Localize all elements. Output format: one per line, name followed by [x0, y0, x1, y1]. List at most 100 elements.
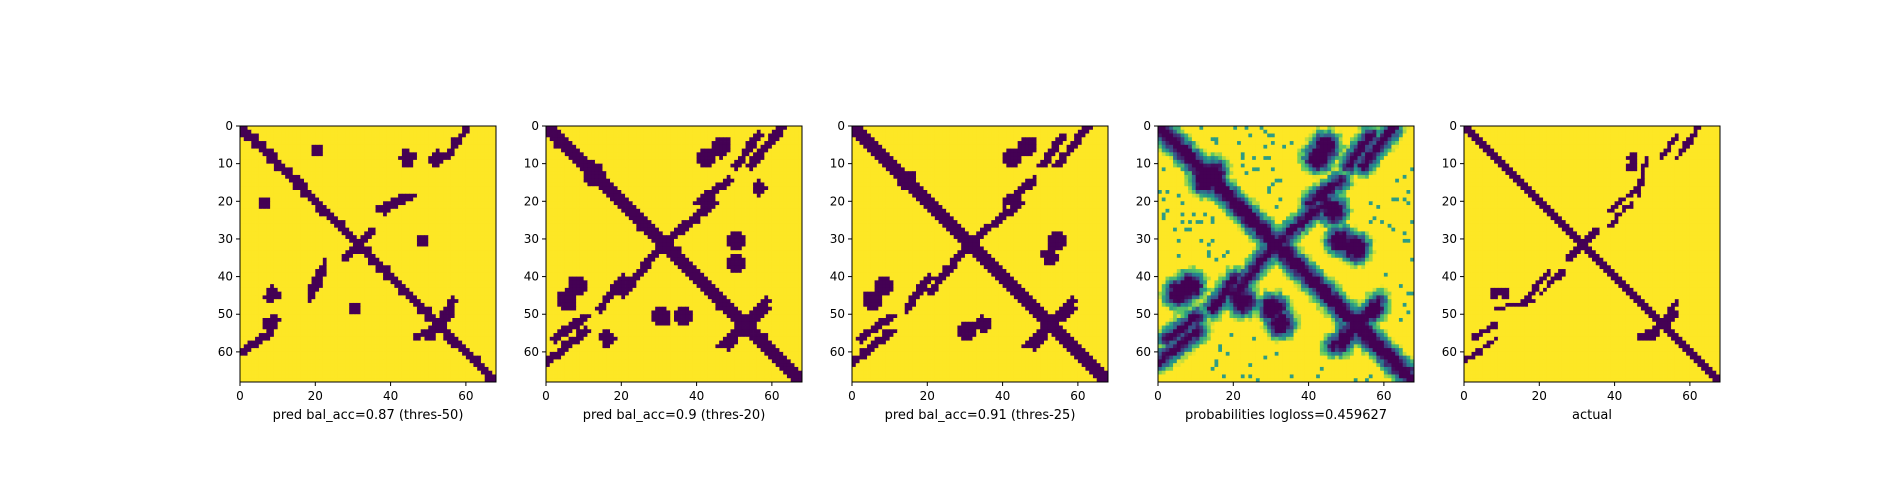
heatmap-cell [240, 130, 244, 134]
heatmap-cell [274, 216, 278, 220]
heatmap-cell [353, 371, 357, 375]
heatmap-cell [357, 224, 361, 228]
heatmap-cell [618, 134, 622, 138]
heatmap-cell [678, 137, 682, 141]
heatmap-cell [353, 235, 357, 239]
heatmap-cell [428, 167, 432, 171]
heatmap-cell [293, 359, 297, 363]
heatmap-cell [417, 216, 421, 220]
heatmap-cell [428, 152, 432, 156]
heatmap-cell [319, 273, 323, 277]
heatmap-cell [481, 333, 485, 337]
heatmap-cell [278, 141, 282, 145]
heatmap-cell [473, 348, 477, 352]
heatmap-cell [409, 228, 413, 232]
heatmap-cell [319, 310, 323, 314]
heatmap-cell [357, 235, 361, 239]
heatmap-cell [734, 141, 738, 145]
heatmap-cell [300, 280, 304, 284]
heatmap-cell [391, 329, 395, 333]
heatmap-cell [413, 216, 417, 220]
heatmap-cell [285, 262, 289, 266]
heatmap-cell [338, 167, 342, 171]
heatmap-cell [561, 141, 565, 145]
heatmap-cell [349, 265, 353, 269]
heatmap-cell [376, 374, 380, 378]
heatmap-cell [300, 152, 304, 156]
heatmap-cell [383, 194, 387, 198]
heatmap-cell [345, 126, 349, 130]
heatmap-cell [278, 318, 282, 322]
heatmap-cell [485, 367, 489, 371]
heatmap-cell [424, 348, 428, 352]
heatmap-cell [372, 179, 376, 183]
heatmap-cell [349, 235, 353, 239]
heatmap-cell [402, 284, 406, 288]
heatmap-cell [462, 246, 466, 250]
heatmap-cell [481, 134, 485, 138]
heatmap-cell [458, 333, 462, 337]
heatmap-cell [327, 145, 331, 149]
heatmap-cell [458, 326, 462, 330]
heatmap-cell [327, 262, 331, 266]
heatmap-cell [470, 164, 474, 168]
heatmap-cell [263, 134, 267, 138]
heatmap-cell [323, 333, 327, 337]
heatmap-cell [772, 141, 776, 145]
heatmap-cell [458, 307, 462, 311]
heatmap-cell [455, 299, 459, 303]
heatmap-cell [550, 145, 554, 149]
heatmap-cell [357, 164, 361, 168]
heatmap-cell [330, 322, 334, 326]
heatmap-cell [481, 179, 485, 183]
heatmap-cell [259, 333, 263, 337]
heatmap-cell [278, 160, 282, 164]
heatmap-cell [462, 164, 466, 168]
heatmap-cell [327, 359, 331, 363]
heatmap-cell [447, 186, 451, 190]
heatmap-cell [296, 141, 300, 145]
heatmap-cell [398, 352, 402, 356]
heatmap-cell [485, 235, 489, 239]
heatmap-cell [315, 254, 319, 258]
heatmap-cell [417, 344, 421, 348]
heatmap-cell [319, 337, 323, 341]
heatmap-cell [338, 190, 342, 194]
heatmap-cell [338, 371, 342, 375]
heatmap-cell [342, 182, 346, 186]
heatmap-cell [488, 307, 492, 311]
heatmap-cell [349, 310, 353, 314]
heatmap-cell [409, 239, 413, 243]
heatmap-cell [436, 307, 440, 311]
heatmap-cell [357, 292, 361, 296]
heatmap-cell [372, 288, 376, 292]
heatmap-cell [481, 326, 485, 330]
heatmap-cell [244, 231, 248, 235]
heatmap-cell [413, 363, 417, 367]
heatmap-cell [424, 326, 428, 330]
heatmap-cell [409, 149, 413, 153]
heatmap-cell [296, 371, 300, 375]
heatmap-cell [432, 326, 436, 330]
heatmap-cell [364, 310, 368, 314]
heatmap-cell [629, 141, 633, 145]
heatmap-cell [323, 371, 327, 375]
heatmap-cell [327, 201, 331, 205]
heatmap-cell [383, 164, 387, 168]
heatmap-cell [402, 273, 406, 277]
heatmap-cell [636, 126, 640, 130]
heatmap-cell [319, 295, 323, 299]
heatmap-cell [398, 156, 402, 160]
heatmap-cell [270, 265, 274, 269]
heatmap-cell [278, 314, 282, 318]
heatmap-cell [443, 145, 447, 149]
heatmap-cell [319, 224, 323, 228]
heatmap-cell [428, 149, 432, 153]
heatmap-cell [466, 303, 470, 307]
heatmap-cell [455, 371, 459, 375]
heatmap-cell [338, 141, 342, 145]
heatmap-cell [466, 295, 470, 299]
heatmap-cell [451, 254, 455, 258]
heatmap-cell [629, 130, 633, 134]
heatmap-cell [293, 310, 297, 314]
